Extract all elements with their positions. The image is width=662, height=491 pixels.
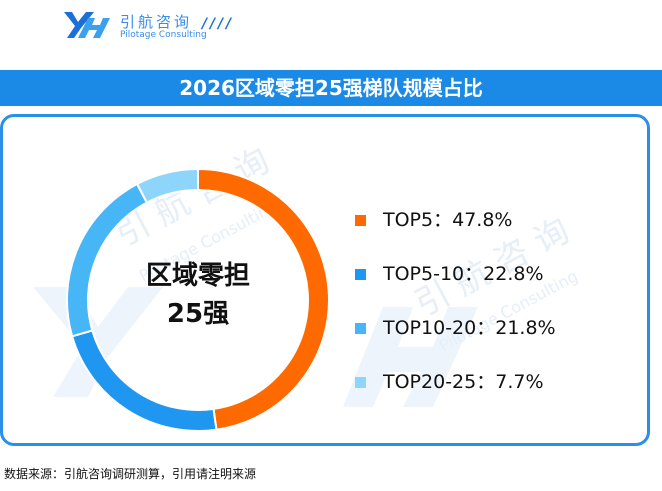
donut-chart [66,167,331,432]
donut-slice-top20-25 [135,167,199,204]
donut-slice-top5-10 [70,329,218,432]
donut-center-label: 区域零担 25强 [98,257,298,333]
brand-decoration: / / / / [202,16,231,32]
legend-swatch [355,269,366,280]
chart-title: 2026区域零担25强梯队规模占比 [0,70,662,106]
legend-swatch [355,377,366,388]
center-label-line-1: 区域零担 [145,261,250,291]
legend-label: TOP20-25：7.7% [383,371,544,393]
legend-label: TOP5-10：22.8% [383,263,544,285]
legend-label: TOP5：47.8% [383,209,513,231]
brand-name-en: Pilotage Consulting [120,30,207,40]
data-source-note: 数据来源：引航咨询调研测算，引用请注明来源 [4,467,257,481]
legend-swatch [355,215,366,226]
legend-label: TOP10-20：21.8% [383,317,556,339]
yh-logo-icon [64,12,110,38]
brand-name-cn: 引航咨询 [120,13,193,31]
chart-panel: 引 航 咨 询 Pilotage Consulting 引 航 咨 询 Pilo… [0,114,650,446]
center-label-line-2: 25强 [166,299,230,329]
legend-swatch [355,323,366,334]
